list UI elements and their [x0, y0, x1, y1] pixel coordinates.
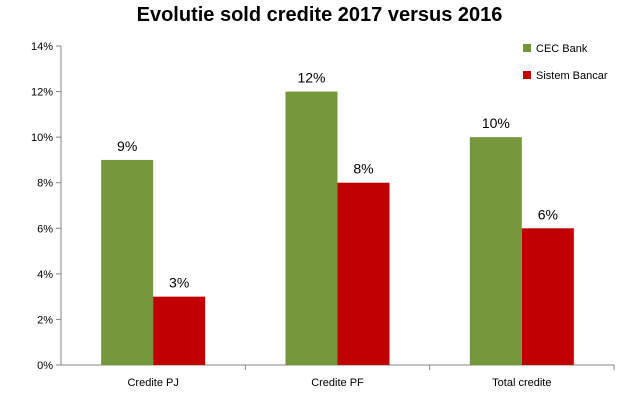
bar-cec-bank	[469, 137, 522, 365]
y-tick-label: 6%	[37, 223, 53, 235]
x-tick-label: Total credite	[492, 377, 551, 389]
y-tick-label: 2%	[37, 314, 53, 326]
data-label: 8%	[353, 161, 373, 177]
data-label: 3%	[169, 275, 189, 291]
bar-sistem-bancar	[521, 228, 574, 365]
legend-swatch	[523, 71, 531, 79]
y-tick-label: 10%	[31, 132, 53, 144]
y-tick-label: 8%	[37, 178, 53, 190]
legend-swatch	[523, 44, 531, 52]
y-tick-label: 14%	[31, 41, 53, 53]
data-label: 10%	[482, 115, 510, 131]
y-tick-label: 12%	[31, 87, 53, 99]
bar-sistem-bancar	[153, 296, 206, 365]
chart-title: Evolutie sold credite 2017 versus 2016	[136, 4, 503, 26]
x-tick-label: Credite PJ	[127, 377, 178, 389]
legend-label: CEC Bank	[536, 43, 588, 55]
y-tick-label: 4%	[37, 269, 53, 281]
bar-cec-bank	[101, 159, 154, 365]
x-tick-label: Credite PF	[311, 377, 364, 389]
data-label: 6%	[538, 206, 558, 222]
data-label: 9%	[117, 138, 137, 154]
bar-cec-bank	[285, 91, 338, 366]
legend-label: Sistem Bancar	[536, 70, 608, 82]
y-tick-label: 0%	[37, 360, 53, 372]
data-label: 12%	[297, 70, 325, 86]
bar-sistem-bancar	[337, 182, 390, 365]
